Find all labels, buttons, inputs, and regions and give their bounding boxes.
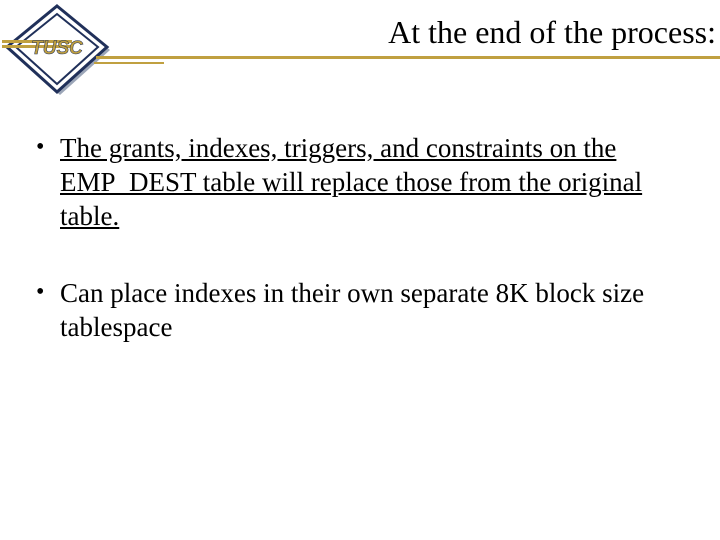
header-rule-short [94,62,164,64]
logo-text: TUSC [31,38,83,59]
slide-body: The grants, indexes, triggers, and const… [30,132,700,389]
bullet-text: The grants, indexes, triggers, and const… [60,133,642,231]
bullet-text: Can place indexes in their own separate … [60,278,644,342]
bullet-list: The grants, indexes, triggers, and const… [30,132,700,345]
bullet-item: Can place indexes in their own separate … [30,277,700,345]
tusc-logo: TUSC [2,2,112,97]
slide-title: At the end of the process: [130,14,720,51]
bullet-item: The grants, indexes, triggers, and const… [30,132,700,233]
slide-header: TUSC At the end of the process: [0,0,720,90]
header-rule [96,56,720,59]
